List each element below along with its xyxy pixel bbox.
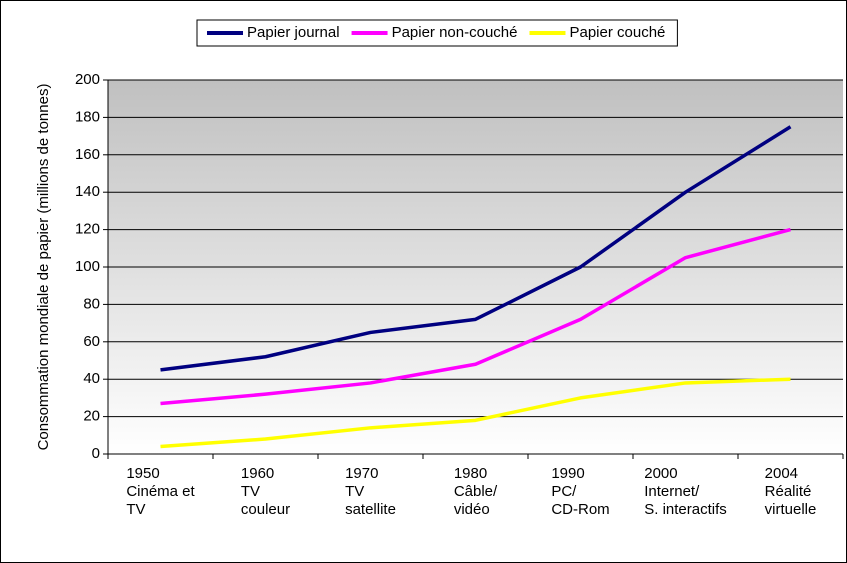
legend-label: Papier journal bbox=[247, 24, 340, 41]
x-tick-label-line: CD-Rom bbox=[551, 501, 609, 518]
x-tick-label-line: 2000 bbox=[644, 465, 677, 482]
y-tick-label: 140 bbox=[75, 183, 100, 200]
x-tick-label-line: couleur bbox=[241, 501, 290, 518]
y-tick-label: 200 bbox=[75, 71, 100, 88]
y-tick-label: 180 bbox=[75, 108, 100, 125]
legend-box bbox=[196, 19, 678, 47]
y-tick-label: 20 bbox=[83, 408, 100, 425]
x-tick-label-line: 1990 bbox=[551, 465, 584, 482]
x-tick-label-line: S. interactifs bbox=[644, 501, 727, 518]
x-tick-label-line: virtuelle bbox=[765, 501, 817, 518]
y-tick-label: 80 bbox=[83, 295, 100, 312]
y-tick-label: 160 bbox=[75, 146, 100, 163]
x-tick-label-line: Réalité bbox=[765, 483, 812, 500]
series-line bbox=[160, 227, 791, 406]
x-tick-label-line: Internet/ bbox=[644, 483, 700, 500]
x-tick-label-line: Câble/ bbox=[454, 483, 498, 500]
x-tick-label-line: 1960 bbox=[241, 465, 274, 482]
x-tick-label-line: TV bbox=[126, 501, 145, 518]
y-tick-label: 40 bbox=[83, 370, 100, 387]
y-tick-label: 100 bbox=[75, 258, 100, 275]
y-tick-label: 60 bbox=[83, 333, 100, 350]
x-tick-label-line: 2004 bbox=[765, 465, 798, 482]
y-tick-label: 0 bbox=[92, 445, 100, 462]
x-tick-label-line: satellite bbox=[345, 501, 396, 518]
x-tick-label-line: TV bbox=[241, 483, 260, 500]
y-tick-label: 120 bbox=[75, 221, 100, 238]
x-tick-label-line: TV bbox=[345, 483, 364, 500]
legend-label: Papier couché bbox=[569, 24, 665, 41]
series-line bbox=[160, 377, 791, 449]
legend-label: Papier non-couché bbox=[392, 24, 518, 41]
legend: Papier journal Papier non-couché Papier co… bbox=[196, 19, 678, 47]
x-tick-label-line: vidéo bbox=[454, 501, 490, 518]
x-tick-label-line: 1970 bbox=[345, 465, 378, 482]
x-tick-label-line: PC/ bbox=[551, 483, 577, 500]
x-tick-label-line: 1980 bbox=[454, 465, 487, 482]
series-line bbox=[160, 125, 792, 372]
x-tick-label-line: 1950 bbox=[126, 465, 159, 482]
y-axis-title: Consommation mondiale de papier (million… bbox=[35, 84, 52, 451]
x-tick-label-line: Cinéma et bbox=[126, 483, 195, 500]
